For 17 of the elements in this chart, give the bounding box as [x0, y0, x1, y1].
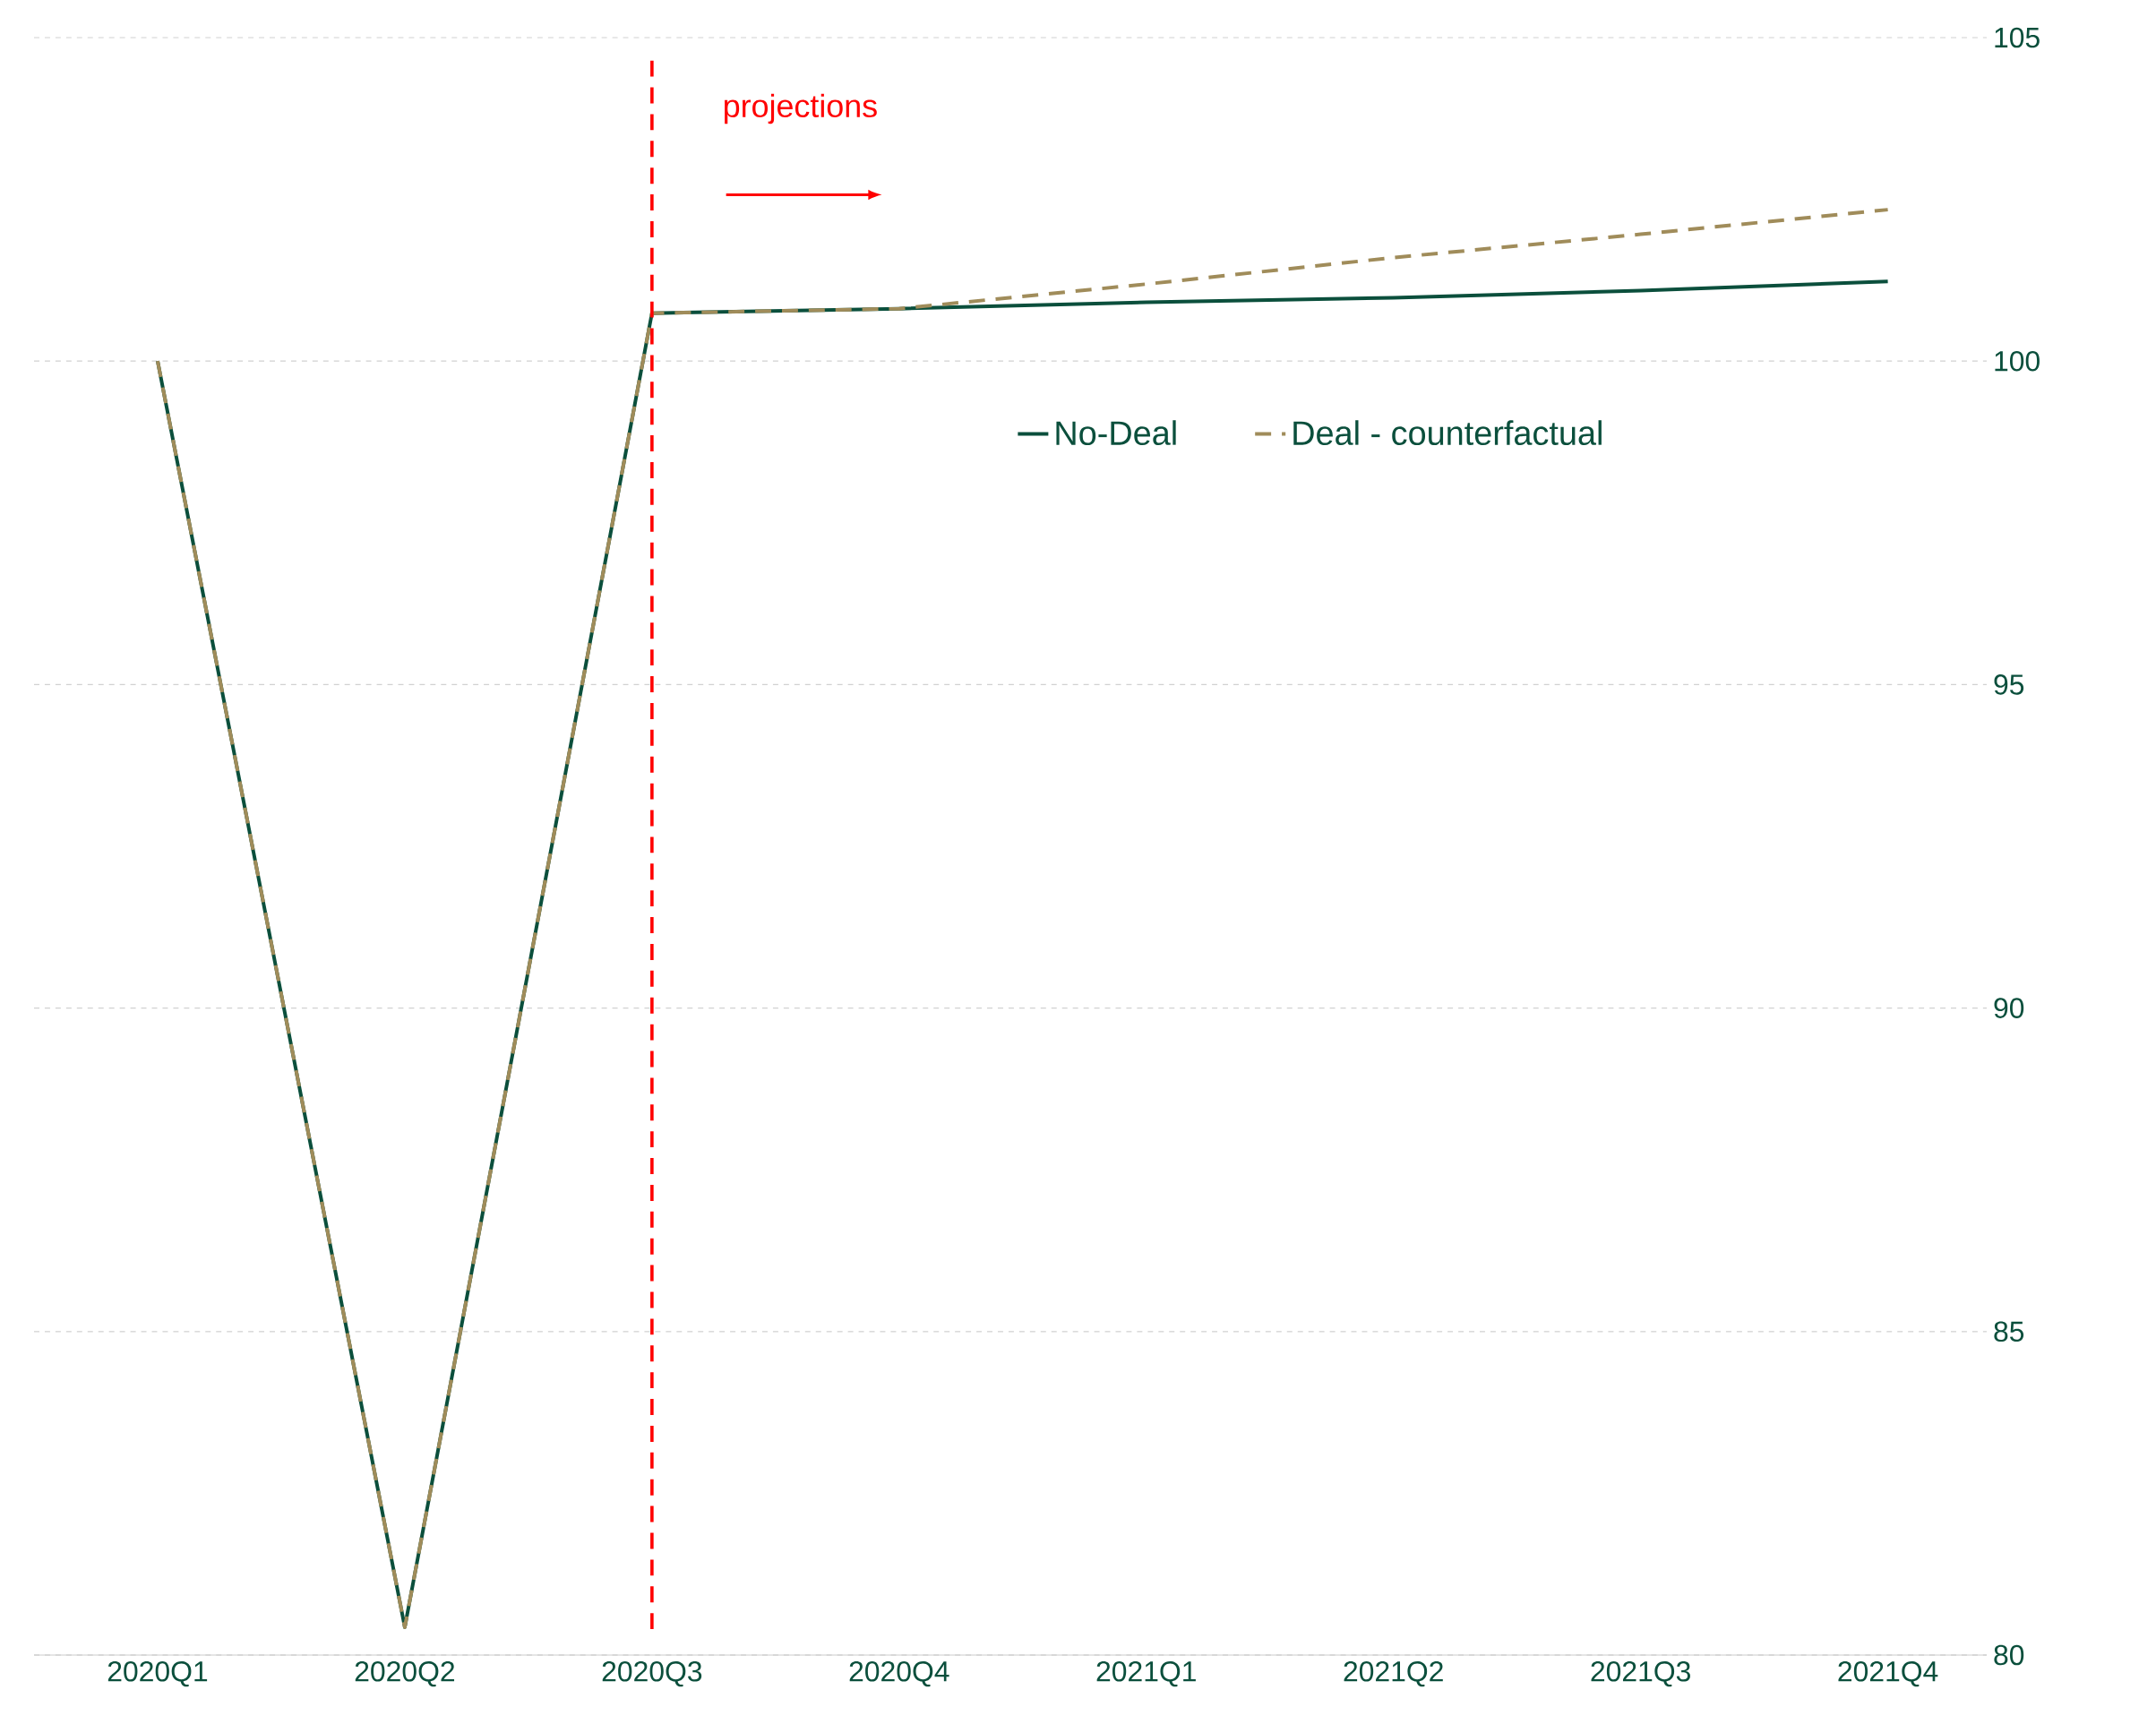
x-tick-label: 2020Q1 [107, 1661, 208, 1687]
legend-label: No-Deal [1056, 420, 1176, 446]
x-tick-label: 2021Q4 [1838, 1661, 1938, 1687]
y-tick-label: 95 [1994, 674, 2024, 695]
y-tick-label: 90 [1994, 998, 2024, 1018]
legend-label: Deal - counterfactual [1293, 420, 1602, 446]
x-tick-label: 2020Q3 [602, 1661, 702, 1687]
x-tick-label: 2020Q4 [849, 1661, 949, 1687]
x-tick-label: 2021Q2 [1344, 1661, 1443, 1687]
y-tick-label: 80 [1994, 1644, 2024, 1666]
annotation: projections [725, 93, 877, 124]
y-tick-label: 100 [1995, 350, 2040, 372]
y-tick-label: 105 [1995, 27, 2040, 48]
x-tick-label: 2021Q3 [1591, 1661, 1690, 1687]
x-tick-label: 2021Q1 [1096, 1661, 1196, 1687]
y-tick-label: 85 [1994, 1321, 2024, 1342]
x-tick-label: 2020Q2 [355, 1661, 455, 1687]
